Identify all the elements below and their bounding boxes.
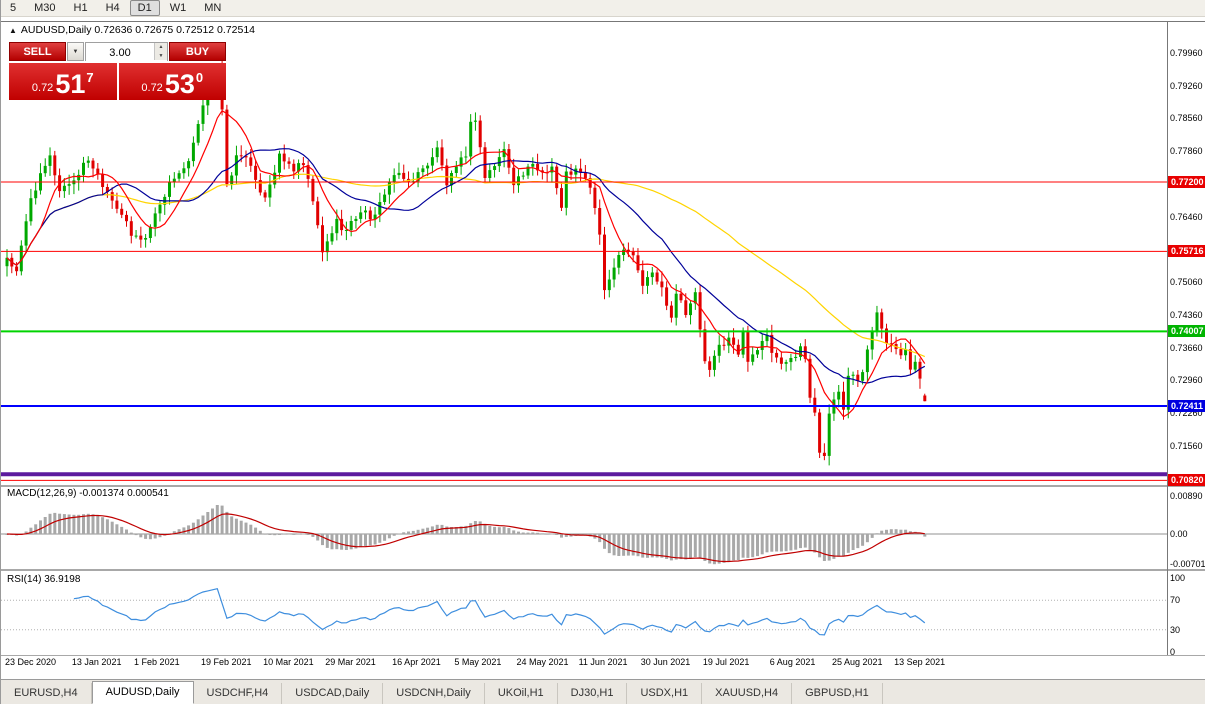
volume-up-icon[interactable]: ▲ <box>155 43 167 52</box>
date-label: 5 May 2021 <box>454 657 502 667</box>
buy-price-prefix: 0.72 <box>141 82 163 94</box>
date-label: 6 Aug 2021 <box>769 657 816 667</box>
price-tick: 0.74360 <box>1170 309 1203 320</box>
price-level-chip: 0.70820 <box>1168 474 1205 487</box>
chart-tabs-bar: EURUSD,H4 AUDUSD,Daily USDCHF,H4 USDCAD,Dai… <box>1 679 1205 704</box>
timeframe-button-m30[interactable]: M30 <box>34 2 56 14</box>
rsi-axis-label: 0 <box>1170 647 1176 657</box>
price-tick: 0.75060 <box>1170 277 1203 288</box>
chart-tab[interactable]: EURUSD,H4 <box>1 683 92 704</box>
buy-button[interactable]: BUY <box>169 42 226 61</box>
date-label: 13 Sep 2021 <box>894 657 946 667</box>
date-label: 13 Jan 2021 <box>71 657 122 667</box>
timeframe-button-w1[interactable]: W1 <box>169 2 187 14</box>
rsi-axis-label: 30 <box>1170 624 1181 635</box>
date-label: 11 Jun 2021 <box>578 657 628 667</box>
timeframe-button-5[interactable]: 5 <box>10 2 17 14</box>
date-label: 16 Apr 2021 <box>392 657 441 667</box>
chart-tab[interactable]: GBPUSD,H1 <box>792 683 883 704</box>
rsi-axis-label: 70 <box>1170 595 1181 606</box>
date-label: 29 Mar 2021 <box>325 657 376 667</box>
rsi-indicator-chart[interactable] <box>1 572 1167 655</box>
date-label: 30 Jun 2021 <box>640 657 691 667</box>
price-tick: 0.76460 <box>1170 211 1203 222</box>
sell-price-sup: 7 <box>86 70 94 85</box>
price-level-chip: 0.72411 <box>1168 400 1205 412</box>
chart-tab[interactable]: XAUUSD,H4 <box>702 683 793 704</box>
macd-indicator-chart[interactable] <box>1 487 1167 569</box>
trade-panel-toggle-icon[interactable]: ▲ <box>9 25 17 35</box>
candles-group <box>5 60 927 466</box>
panel-splitter-rsi[interactable] <box>1 569 1205 571</box>
price-level-chip: 0.75716 <box>1168 245 1205 258</box>
date-label: 19 Jul 2021 <box>702 657 750 667</box>
volume-field-wrap: ▲ ▼ <box>85 42 168 62</box>
date-label: 1 Feb 2021 <box>134 657 180 667</box>
panel-splitter-macd[interactable] <box>1 485 1205 487</box>
candlestick-chart[interactable] <box>1 22 1167 485</box>
price-tick: 0.79260 <box>1170 80 1203 91</box>
date-label: 10 Mar 2021 <box>263 657 314 667</box>
chart-title: ▲ AUDUSD,Daily 0.72636 0.72675 0.72512 0… <box>9 24 255 36</box>
chart-tab[interactable]: USDCHF,H4 <box>194 683 283 704</box>
timeframe-button-d1[interactable]: D1 <box>129 0 160 16</box>
price-axis-border <box>1167 22 1168 655</box>
chart-tab[interactable]: USDX,H1 <box>627 683 703 704</box>
timeframe-toolbar: 5 M30 H1 H4 D1 W1 MN <box>1 0 1205 17</box>
price-level-chip: 0.74007 <box>1168 325 1205 338</box>
buy-price-big: 53 <box>164 69 195 99</box>
macd-axis-label: 0.00890 <box>1170 491 1203 502</box>
price-axis[interactable]: 0.79960 0.79260 0.78560 0.77860 0.76460 0.750… <box>1168 22 1205 657</box>
sell-price-big: 51 <box>55 69 86 99</box>
price-tick: 0.72960 <box>1170 375 1203 386</box>
price-tick: 0.71560 <box>1170 440 1203 451</box>
macd-axis-label: -0.00701 <box>1170 558 1205 569</box>
date-axis[interactable]: 23 Dec 2020 13 Jan 2021 1 Feb 2021 19 Feb 2… <box>1 657 1167 673</box>
chart-border <box>1 21 1205 22</box>
buy-price-display[interactable]: 0.72 53 0 <box>118 63 226 100</box>
chart-tab[interactable]: DJ30,H1 <box>558 683 628 704</box>
rsi-label: RSI(14) 36.9198 <box>7 574 81 585</box>
one-click-trading-panel: SELL ▼ ▲ ▼ BUY 0.72 51 7 0.72 53 0 <box>9 42 226 100</box>
date-label: 23 Dec 2020 <box>5 657 57 667</box>
rsi-line <box>73 587 926 636</box>
chart-tab[interactable]: AUDUSD,Daily <box>91 681 194 704</box>
volume-spinner: ▲ ▼ <box>154 43 167 60</box>
price-level-chip: 0.77200 <box>1168 176 1205 188</box>
date-label: 19 Feb 2021 <box>200 657 252 667</box>
ma-line-8 <box>6 109 926 418</box>
price-tick: 0.79960 <box>1170 47 1203 58</box>
chart-tab[interactable]: UKOil,H1 <box>485 683 558 704</box>
price-tick: 0.72260 <box>1170 408 1203 419</box>
sell-button[interactable]: SELL <box>9 42 66 61</box>
timeframe-button-h1[interactable]: H1 <box>73 2 88 14</box>
sell-price-prefix: 0.72 <box>31 82 54 94</box>
macd-label: MACD(12,26,9) -0.001374 0.000541 <box>7 488 169 499</box>
ma-line-55 <box>6 173 926 358</box>
macd-histogram <box>5 505 927 565</box>
volume-input[interactable] <box>86 44 167 62</box>
timeframe-button-mn[interactable]: MN <box>204 2 222 14</box>
price-tick: 0.78560 <box>1170 113 1203 124</box>
macd-axis-label: 0.00 <box>1170 529 1188 539</box>
axis-separator <box>1 655 1205 656</box>
chart-tab[interactable]: USDCNH,Daily <box>383 683 485 704</box>
macd-signal-line <box>6 513 925 563</box>
volume-dropdown-button[interactable]: ▼ <box>67 42 84 61</box>
chart-tab[interactable]: USDCAD,Daily <box>282 683 384 704</box>
timeframe-button-h4[interactable]: H4 <box>105 2 120 14</box>
date-label: 25 Aug 2021 <box>831 657 883 667</box>
volume-down-icon[interactable]: ▼ <box>155 51 167 60</box>
date-label: 24 May 2021 <box>516 657 569 667</box>
rsi-axis-label: 100 <box>1170 573 1186 583</box>
symbol-ohlc-text: AUDUSD,Daily 0.72636 0.72675 0.72512 0.7… <box>20 24 256 36</box>
ma-line-21 <box>6 148 926 384</box>
sell-price-display[interactable]: 0.72 51 7 <box>9 63 117 100</box>
buy-price-sup: 0 <box>195 70 204 85</box>
price-tick: 0.77860 <box>1170 146 1203 157</box>
price-tick: 0.73660 <box>1170 342 1203 353</box>
